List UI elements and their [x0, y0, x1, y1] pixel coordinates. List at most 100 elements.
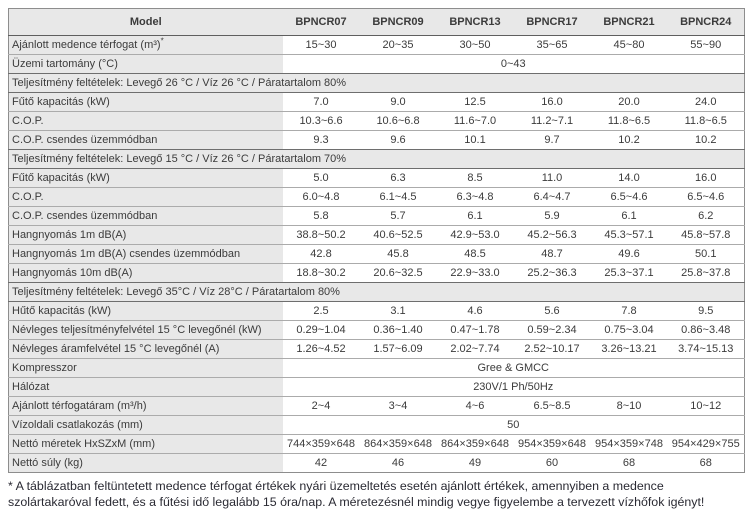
value-cell: 7.0: [282, 92, 360, 112]
value-cell: 1.57~6.09: [359, 339, 437, 359]
table-row: C.O.P. csendes üzemmódban 9.3 9.6 10.1 9.7 10…: [8, 130, 745, 150]
row-label-text: Nettó súly (kg): [12, 457, 83, 469]
row-label-cell: Fűtő kapacitás (kW): [8, 92, 283, 112]
row-label-text: Névleges teljesítményfelvétel 15 °C leve…: [12, 324, 262, 336]
model-header-cell: BPNCR13: [436, 8, 514, 36]
row-label-text: Ajánlott medence térfogat (m³): [12, 39, 161, 51]
row-label-text: Ajánlott térfogatáram (m³/h): [12, 400, 147, 412]
row-label-cell: Vízoldali csatlakozás (mm): [8, 415, 283, 435]
value-cell: 14.0: [590, 168, 668, 188]
table-row: Hangnyomás 10m dB(A) 18.8~30.2 20.6~32.5 22…: [8, 263, 745, 283]
value-cell: 0.47~1.78: [436, 320, 514, 340]
value-cell: 6.2: [667, 206, 745, 226]
value-cell: 9.3: [282, 130, 360, 150]
value-cell: 12.5: [436, 92, 514, 112]
value-cell: 10~12: [667, 396, 745, 416]
value-cell: 2~4: [282, 396, 360, 416]
value-cell: 0.59~2.34: [513, 320, 591, 340]
row-label-cell: C.O.P.: [8, 187, 283, 207]
value-cell: 38.8~50.2: [282, 225, 360, 245]
header-row: Model BPNCR07 BPNCR09 BPNCR13 BPNCR17 BPNCR2…: [8, 8, 745, 36]
row-label-cell: Hűtő kapacitás (kW): [8, 301, 283, 321]
value-cell: 45.3~57.1: [590, 225, 668, 245]
value-cell: 46: [359, 453, 437, 473]
value-cell: 5.8: [282, 206, 360, 226]
table-row: Fűtő kapacitás (kW) 7.0 9.0 12.5 16.0 20.0 24.…: [8, 92, 745, 112]
value-cell: 18.8~30.2: [282, 263, 360, 283]
value-cell: 20~35: [359, 35, 437, 55]
value-cell: 7.8: [590, 301, 668, 321]
model-header-cell: Model: [8, 8, 283, 36]
value-cell: 1.26~4.52: [282, 339, 360, 359]
row-label-text: Fűtő kapacitás (kW): [12, 172, 110, 184]
value-cell: 6.1: [436, 206, 514, 226]
value-cell: 10.6~6.8: [359, 111, 437, 131]
value-cell: 9.6: [359, 130, 437, 150]
row-label-cell: Kompresszor: [8, 358, 283, 378]
value-cell: 10.1: [436, 130, 514, 150]
value-cell: 49.6: [590, 244, 668, 264]
row-label-cell: C.O.P. csendes üzemmódban: [8, 130, 283, 150]
value-cell: 3.26~13.21: [590, 339, 668, 359]
value-cell: 11.0: [513, 168, 591, 188]
spanning-value-cell: 50: [282, 415, 745, 435]
row-label-text: Vízoldali csatlakozás (mm): [12, 419, 143, 431]
table-row: Hűtő kapacitás (kW) 2.5 3.1 4.6 5.6 7.8 9.5: [8, 301, 745, 321]
table-row: C.O.P. csendes üzemmódban 5.8 5.7 6.1 5.9 6.1…: [8, 206, 745, 226]
value-cell: 6.5~4.6: [590, 187, 668, 207]
value-cell: 11.8~6.5: [667, 111, 745, 131]
value-cell: 2.5: [282, 301, 360, 321]
value-cell: 9.7: [513, 130, 591, 150]
value-cell: 48.7: [513, 244, 591, 264]
row-label-cell: Ajánlott térfogatáram (m³/h): [8, 396, 283, 416]
row-label-text: Hangnyomás 1m dB(A) csendes üzemmódban: [12, 248, 241, 260]
value-cell: 35~65: [513, 35, 591, 55]
row-label-cell: Hálózat: [8, 377, 283, 397]
value-cell: 50.1: [667, 244, 745, 264]
value-cell: 49: [436, 453, 514, 473]
value-cell: 864×359×648: [436, 434, 514, 454]
value-cell: 45.8~57.8: [667, 225, 745, 245]
section-label-cell: Teljesítmény feltételek: Levegő 15 °C / …: [8, 149, 745, 169]
value-cell: 3.74~15.13: [667, 339, 745, 359]
value-cell: 11.2~7.1: [513, 111, 591, 131]
value-cell: 4.6: [436, 301, 514, 321]
value-cell: 4~6: [436, 396, 514, 416]
value-cell: 6.1~4.5: [359, 187, 437, 207]
row-label-cell: C.O.P.: [8, 111, 283, 131]
value-cell: 42: [282, 453, 360, 473]
spec-table: Model BPNCR07 BPNCR09 BPNCR13 BPNCR17 BPNCR2…: [8, 8, 745, 473]
table-row: C.O.P. 6.0~4.8 6.1~4.5 6.3~4.8 6.4~4.7 6.5~4.…: [8, 187, 745, 207]
table-row: Nettó méretek HxSZxM (mm) 744×359×648 864×…: [8, 434, 745, 454]
value-cell: 42.9~53.0: [436, 225, 514, 245]
value-cell: 10.3~6.6: [282, 111, 360, 131]
value-cell: 6.5~4.6: [667, 187, 745, 207]
row-label-cell: Névleges teljesítményfelvétel 15 °C leve…: [8, 320, 283, 340]
row-label-cell: Névleges áramfelvétel 15 °C levegőnél (A…: [8, 339, 283, 359]
model-header-cell: BPNCR17: [513, 8, 591, 36]
value-cell: 6.3~4.8: [436, 187, 514, 207]
value-cell: 954×359×648: [513, 434, 591, 454]
row-label-text: Hangnyomás 10m dB(A): [12, 267, 133, 279]
value-cell: 0.86~3.48: [667, 320, 745, 340]
value-cell: 45.8: [359, 244, 437, 264]
value-cell: 9.5: [667, 301, 745, 321]
table-row: Ajánlott térfogatáram (m³/h) 2~4 3~4 4~6 6.5…: [8, 396, 745, 416]
label-footnote-marker: *: [160, 36, 164, 46]
value-cell: 10.2: [667, 130, 745, 150]
model-header-cell: BPNCR21: [590, 8, 668, 36]
row-label-text: Hangnyomás 1m dB(A): [12, 229, 127, 241]
value-cell: 954×359×748: [590, 434, 668, 454]
row-label-text: C.O.P. csendes üzemmódban: [12, 134, 158, 146]
row-label-text: Hűtő kapacitás (kW): [12, 305, 112, 317]
row-label-cell: C.O.P. csendes üzemmódban: [8, 206, 283, 226]
row-label-text: Nettó méretek HxSZxM (mm): [12, 438, 156, 450]
value-cell: 9.0: [359, 92, 437, 112]
value-cell: 2.52~10.17: [513, 339, 591, 359]
value-cell: 20.6~32.5: [359, 263, 437, 283]
row-label-cell: Üzemi tartomány (°C): [8, 54, 283, 74]
value-cell: 68: [667, 453, 745, 473]
row-label-text: C.O.P.: [12, 191, 44, 203]
value-cell: 42.8: [282, 244, 360, 264]
table-row: Kompresszor Gree & GMCC: [8, 358, 745, 378]
